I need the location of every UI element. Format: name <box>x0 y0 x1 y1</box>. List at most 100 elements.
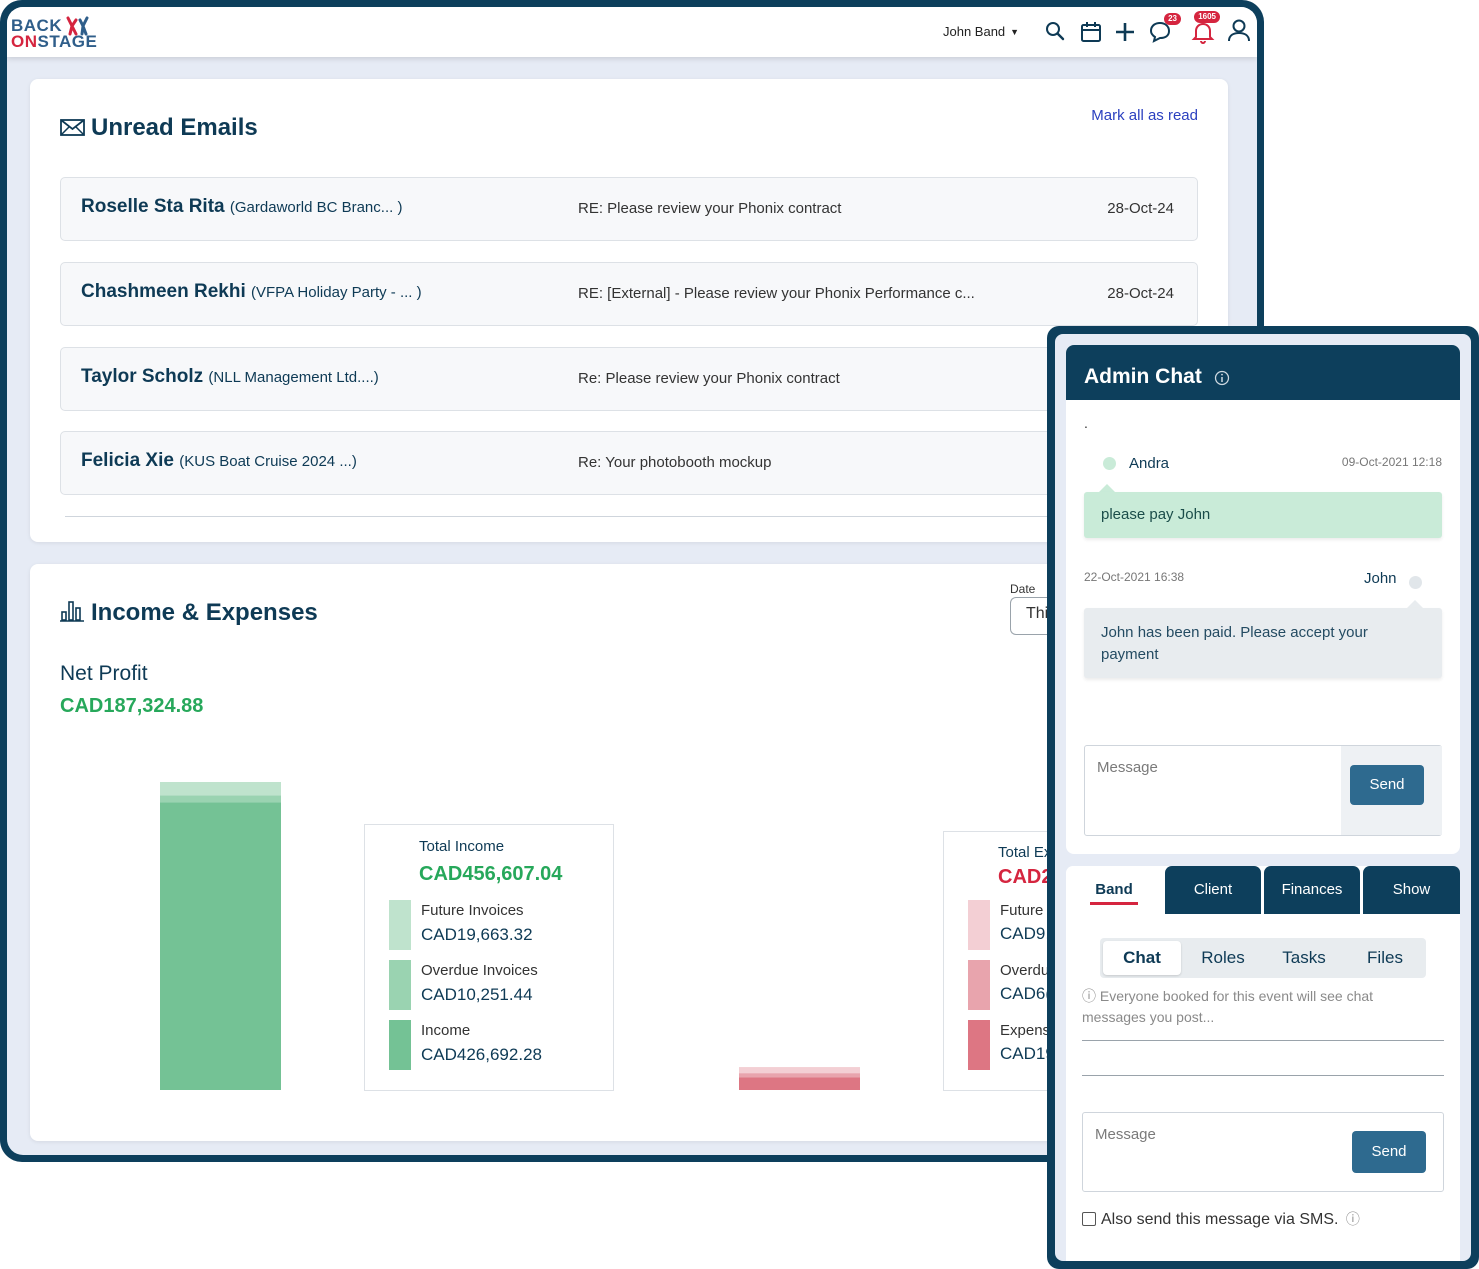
message-placeholder: Message <box>1095 1126 1156 1143</box>
sms-label: Also send this message via SMS. <box>1101 1211 1339 1228</box>
email-row[interactable]: Taylor Scholz (NLL Management Ltd....) R… <box>60 347 1198 411</box>
user-menu-dropdown[interactable]: John Band ▼ <box>943 24 1019 39</box>
add-icon[interactable] <box>1112 19 1138 45</box>
income-legend-title: Total Income <box>419 838 505 855</box>
user-name: John Band <box>943 24 1006 39</box>
search-icon[interactable] <box>1043 19 1069 45</box>
subtab-segmented-control: Chat Roles Tasks Files <box>1100 938 1426 978</box>
tab-band[interactable]: Band <box>1066 866 1162 914</box>
tab-band-label: Band <box>1095 881 1133 898</box>
email-row[interactable]: Chashmeen Rekhi (VFPA Holiday Party - ..… <box>60 262 1198 326</box>
mark-all-read-link[interactable]: Mark all as read <box>1091 107 1198 124</box>
admin-message-input[interactable]: Message Send <box>1084 745 1442 836</box>
avatar-dot <box>1409 576 1422 589</box>
expense-legend-title: Total Ex <box>998 844 1052 861</box>
email-subject: RE: Please review your Phonix contract <box>578 200 842 217</box>
legend-item-value: CAD6( <box>1000 984 1052 1003</box>
email-sender: Chashmeen Rekhi <box>81 281 246 302</box>
income-legend-total: CAD456,607.04 <box>419 863 563 885</box>
bubble-pointer <box>1406 600 1424 609</box>
band-chat-panel: Band Client Finances Show Chat Roles Tas… <box>1066 866 1460 1261</box>
chat-window: Admin Chat . Andra 09-Oct-2021 12:18 ple… <box>1047 326 1479 1269</box>
legend-item-name: Overdu <box>1000 962 1050 979</box>
admin-chat-card: Admin Chat . Andra 09-Oct-2021 12:18 ple… <box>1066 345 1460 854</box>
calendar-icon[interactable] <box>1078 19 1104 45</box>
legend-item-name: Expens <box>1000 1022 1051 1039</box>
notifications-button[interactable]: 1605 <box>1190 11 1220 45</box>
bar-income-future-invoices <box>160 782 281 796</box>
legend-item-name: Future <box>1000 902 1044 919</box>
bar-expenses-future-invoices <box>739 1067 860 1074</box>
chat-message: please pay John <box>1084 492 1442 538</box>
subtab-chat[interactable]: Chat <box>1103 941 1181 975</box>
subtab-roles[interactable]: Roles <box>1201 948 1245 967</box>
subtab-files[interactable]: Files <box>1367 948 1403 967</box>
tab-show[interactable]: Show <box>1363 866 1460 914</box>
email-sender: Felicia Xie <box>81 450 174 471</box>
info-small-icon: ⓘ <box>1345 1211 1360 1227</box>
legend-swatch <box>968 1020 990 1070</box>
chat-timestamp: 22-Oct-2021 16:38 <box>1084 570 1185 584</box>
email-subject: RE: [External] - Please review your Phon… <box>578 285 975 302</box>
admin-send-button[interactable]: Send <box>1350 765 1424 805</box>
legend-swatch <box>389 1020 411 1070</box>
divider <box>65 516 1195 517</box>
chat-sender-name: Andra <box>1129 455 1170 472</box>
email-event: (VFPA Holiday Party - ... ) <box>251 284 422 301</box>
chat-message: John has been paid. Please accept your p… <box>1084 608 1442 678</box>
band-send-button[interactable]: Send <box>1352 1131 1426 1173</box>
income-expenses-card: Income & Expenses Date Thi Net Profit CA… <box>30 564 1228 1141</box>
income-expenses-title: Income & Expenses <box>91 599 318 626</box>
income-legend: Total Income CAD456,607.04 Future Invoic… <box>364 824 614 1091</box>
message-placeholder: Message <box>1097 759 1158 776</box>
legend-swatch <box>389 960 411 1010</box>
tab-finances[interactable]: Finances <box>1264 866 1360 914</box>
chat-bubble-icon <box>1149 21 1171 43</box>
user-profile-icon[interactable] <box>1226 17 1252 43</box>
legend-item-value: CAD10,251.44 <box>421 985 533 1004</box>
income-expense-chart <box>160 782 860 1090</box>
bar-expenses-overdue-invoices <box>739 1073 860 1078</box>
sms-checkbox[interactable] <box>1082 1212 1096 1226</box>
chat-window-content: Admin Chat . Andra 09-Oct-2021 12:18 ple… <box>1055 334 1471 1261</box>
legend-swatch <box>968 900 990 950</box>
logo-figures-icon <box>66 16 89 36</box>
caret-down-icon: ▼ <box>1010 27 1020 37</box>
bell-icon <box>1191 22 1215 45</box>
net-profit-value: CAD187,324.88 <box>60 695 204 717</box>
email-row[interactable]: Roselle Sta Rita (Gardaworld BC Branc...… <box>60 177 1198 241</box>
avatar-dot <box>1103 457 1116 470</box>
email-row[interactable]: Felicia Xie (KUS Boat Cruise 2024 ...) R… <box>60 431 1198 495</box>
hint-text: Everyone booked for this event will see … <box>1082 988 1374 1025</box>
legend-item-name: Future Invoices <box>421 902 524 919</box>
logo-text-back: BACK <box>11 16 63 35</box>
legend-swatch <box>389 900 411 950</box>
band-message-input[interactable]: Message Send <box>1082 1112 1444 1192</box>
legend-item-name: Overdue Invoices <box>421 962 538 979</box>
bar-chart-icon <box>60 601 84 622</box>
bar-income-income <box>160 802 281 1090</box>
email-sender: Taylor Scholz <box>81 366 204 387</box>
legend-item-value: CAD9,( <box>1000 924 1056 943</box>
divider <box>1082 1040 1444 1041</box>
info-icon[interactable] <box>1214 370 1230 386</box>
info-small-icon: ⓘ <box>1082 988 1100 1004</box>
messages-button[interactable]: 23 <box>1147 13 1181 45</box>
date-filter-select[interactable]: Thi <box>1010 597 1070 635</box>
sms-option[interactable]: Also send this message via SMS. ⓘ <box>1082 1209 1360 1229</box>
subtab-tasks[interactable]: Tasks <box>1282 948 1326 967</box>
email-subject: Re: Please review your Phonix contract <box>578 370 840 387</box>
notifications-badge: 1605 <box>1194 11 1220 23</box>
legend-item-value: CAD19 <box>1000 1044 1055 1063</box>
email-date: 28-Oct-24 <box>1107 285 1174 302</box>
email-sender: Roselle Sta Rita <box>81 196 225 217</box>
email-date: 28-Oct-24 <box>1107 200 1174 217</box>
tab-client[interactable]: Client <box>1165 866 1261 914</box>
legend-item-name: Income <box>421 1022 471 1039</box>
legend-item-value: CAD426,692.28 <box>421 1045 542 1064</box>
chat-sender-name: John <box>1364 570 1397 587</box>
divider <box>1082 1075 1444 1076</box>
logo-text-onstage[interactable]: ONSTAGE <box>11 32 98 51</box>
email-event: (KUS Boat Cruise 2024 ...) <box>179 453 357 470</box>
chat-dot-text: . <box>1084 415 1088 431</box>
